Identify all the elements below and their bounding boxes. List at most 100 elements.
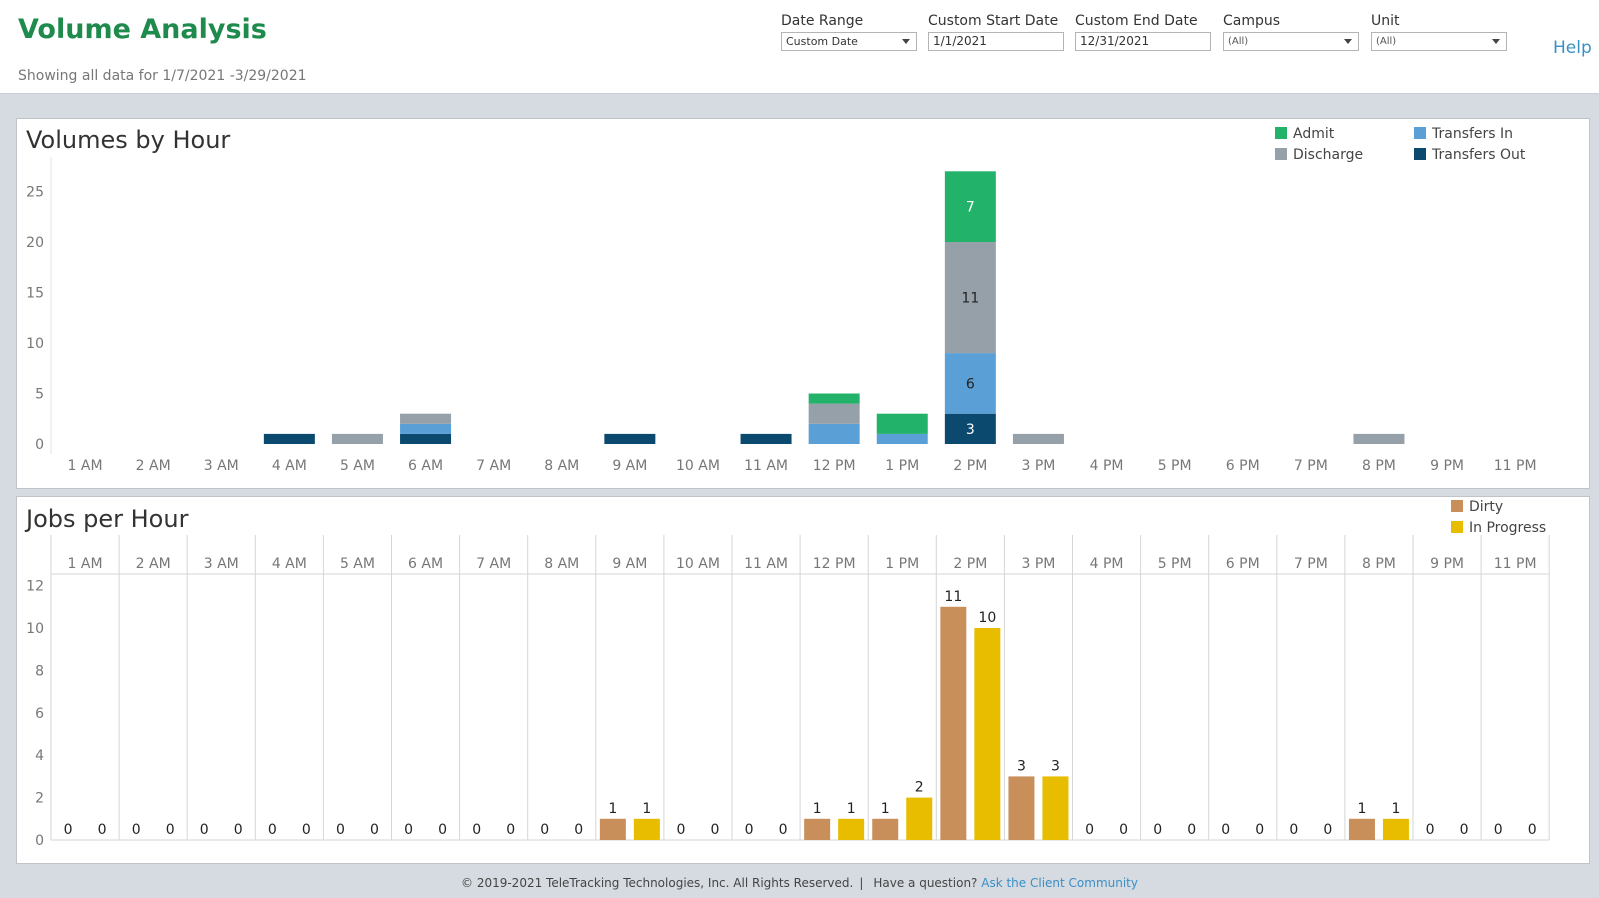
data-label: 0 [1153, 822, 1162, 838]
x-tick-label: 9 PM [1430, 556, 1464, 572]
data-label: 1 [881, 801, 890, 817]
unit-filter: Unit (All) [1371, 13, 1507, 51]
bar-transfers-in [876, 433, 928, 444]
x-tick-label: 9 PM [1430, 458, 1464, 474]
data-label: 0 [540, 822, 549, 838]
campus-label: Campus [1223, 13, 1281, 29]
data-label: 0 [132, 822, 141, 838]
campus-select[interactable]: (All) [1223, 32, 1359, 51]
x-tick-label: 9 AM [612, 556, 647, 572]
end-date-input[interactable]: 12/31/2021 [1075, 32, 1211, 51]
legend-label-transfers-out: Transfers Out [1432, 147, 1526, 163]
bar-dirty [872, 818, 899, 840]
legend-item-in-progress[interactable]: In Progress [1451, 520, 1546, 536]
data-label: 1 [813, 801, 822, 817]
data-label: 1 [1357, 801, 1366, 817]
transfers-out-swatch [1414, 148, 1426, 160]
legend-label-in-progress: In Progress [1469, 520, 1547, 536]
x-tick-label: 4 PM [1090, 556, 1124, 572]
legend-item-transfers-in[interactable]: Transfers In [1414, 126, 1513, 142]
x-tick-label: 1 AM [68, 556, 103, 572]
bar-transfers-in [400, 423, 452, 434]
y-tick-label: 10 [26, 336, 44, 352]
data-label: 0 [370, 822, 379, 838]
legend-label-admit: Admit [1293, 126, 1335, 142]
x-tick-label: 10 AM [676, 458, 720, 474]
data-label: 0 [64, 822, 73, 838]
x-tick-label: 6 PM [1226, 458, 1260, 474]
bar-admit [808, 393, 860, 404]
bar-in-progress [1382, 818, 1409, 840]
help-link[interactable]: Help [1553, 38, 1592, 58]
x-tick-label: 2 AM [136, 458, 171, 474]
x-tick-label: 12 PM [813, 556, 856, 572]
x-tick-label: 3 PM [1022, 556, 1056, 572]
data-label: 0 [200, 822, 209, 838]
x-tick-label: 4 AM [272, 556, 307, 572]
legend-label-discharge: Discharge [1293, 147, 1364, 163]
legend-item-admit[interactable]: Admit [1275, 126, 1334, 142]
start-date-input[interactable]: 1/1/2021 [928, 32, 1064, 51]
x-tick-label: 8 PM [1362, 556, 1396, 572]
jobs-per-hour-panel: Jobs per Hour Dirty In Progress 0 2 4 6 8 10 1… [16, 496, 1590, 864]
data-label: 1 [642, 801, 651, 817]
data-label: 6 [966, 376, 975, 392]
legend-item-transfers-out[interactable]: Transfers Out [1414, 147, 1525, 163]
bar-dirty [1348, 818, 1375, 840]
bar-dirty [599, 818, 626, 840]
bar-transfers-in [944, 353, 996, 414]
legend-label-transfers-in: Transfers In [1432, 126, 1514, 142]
dashboard-header: Volume Analysis Showing all data for 1/7… [0, 0, 1599, 94]
bar-discharge [400, 413, 452, 424]
unit-select[interactable]: (All) [1371, 32, 1507, 51]
admit-swatch [1275, 127, 1287, 139]
data-label: 0 [1119, 822, 1128, 838]
bar-dirty [804, 818, 831, 840]
x-tick-label: 8 PM [1362, 458, 1396, 474]
data-label: 0 [268, 822, 277, 838]
bar-in-progress [838, 818, 865, 840]
x-tick-label: 3 PM [1022, 458, 1056, 474]
data-label: 0 [404, 822, 413, 838]
x-tick-label: 3 AM [204, 458, 239, 474]
data-label: 0 [710, 822, 719, 838]
data-label: 2 [915, 780, 924, 796]
x-tick-label: 6 PM [1226, 556, 1260, 572]
x-tick-label: 6 AM [408, 556, 443, 572]
volumes-chart: 0 5 10 15 20 25 1 AM 2 AM 3 AM 4 AM 5 AM 6 AM 7 AM 8 … [26, 157, 1537, 474]
data-label: 11 [961, 291, 979, 307]
data-label: 0 [1289, 822, 1298, 838]
data-label: 0 [472, 822, 481, 838]
bar-discharge [331, 433, 383, 444]
bar-transfers-out [604, 433, 656, 444]
x-tick-label: 7 PM [1294, 458, 1328, 474]
x-tick-label: 7 AM [476, 556, 511, 572]
date-range-subtitle: Showing all data for 1/7/2021 -3/29/2021 [18, 68, 307, 84]
data-label: 0 [779, 822, 788, 838]
x-tick-label: 1 AM [68, 458, 103, 474]
x-tick-label: 2 PM [953, 556, 987, 572]
y-tick-label: 5 [35, 387, 44, 403]
transfers-in-swatch [1414, 127, 1426, 139]
footer-separator: | [859, 876, 864, 890]
volumes-chart-title: Volumes by Hour [26, 126, 231, 154]
legend-item-dirty[interactable]: Dirty [1451, 499, 1503, 515]
bar-dirty [940, 606, 967, 840]
data-label: 3 [966, 422, 975, 438]
campus-filter: Campus (All) [1223, 13, 1359, 51]
legend-item-discharge[interactable]: Discharge [1275, 147, 1363, 163]
client-community-link[interactable]: Ask the Client Community [981, 876, 1138, 890]
end-date-filter: Custom End Date 12/31/2021 [1075, 13, 1211, 51]
date-range-select[interactable]: Custom Date [781, 32, 917, 51]
x-tick-label: 2 PM [953, 458, 987, 474]
question-text: Have a question? [873, 876, 978, 890]
data-label: 0 [1221, 822, 1230, 838]
data-label: 0 [1528, 822, 1537, 838]
bar-transfers-out [944, 413, 996, 444]
data-label: 0 [676, 822, 685, 838]
bar-in-progress [1042, 776, 1069, 840]
bar-transfers-out [740, 433, 792, 444]
end-date-label: Custom End Date [1075, 13, 1198, 29]
y-tick-label: 0 [35, 437, 44, 453]
dirty-swatch [1451, 500, 1463, 512]
